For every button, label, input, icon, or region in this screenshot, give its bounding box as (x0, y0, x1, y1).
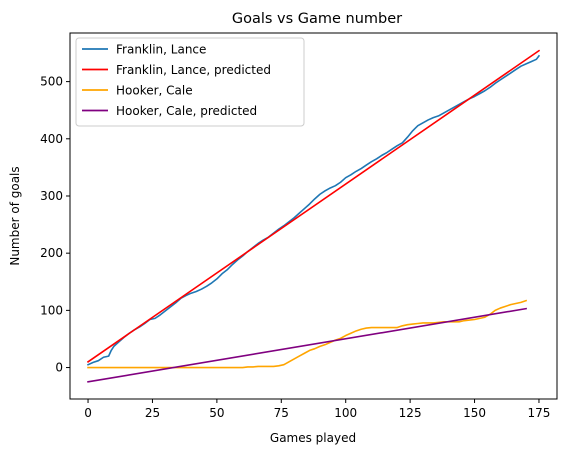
y-axis: 0 100 200 300 400 500 (40, 75, 70, 375)
series-line-3 (87, 307, 528, 383)
plot-area (69, 32, 558, 400)
y-tick-label: 400 (40, 132, 63, 146)
y-tick-label: 300 (40, 189, 63, 203)
series-line-1 (86, 49, 541, 363)
x-axis: 0 25 50 75 100 125 150 175 (84, 399, 550, 420)
legend: Franklin, Lance Franklin, Lance, predicte… (75, 37, 305, 127)
legend-label-2: Hooker, Cale (116, 84, 193, 98)
legend-label-0: Franklin, Lance (116, 43, 206, 57)
x-tick-label: 125 (399, 406, 422, 420)
x-tick-label: 100 (334, 406, 357, 420)
legend-box (75, 37, 305, 127)
x-tick-label: 0 (84, 406, 92, 420)
y-tick-label: 200 (40, 246, 63, 260)
y-tick-label: 100 (40, 303, 63, 317)
x-axis-label: Games played (270, 431, 356, 445)
y-axis-label: Number of goals (8, 166, 22, 265)
legend-label-3: Hooker, Cale, predicted (116, 104, 257, 118)
y-tick-label: 0 (55, 361, 63, 375)
plot-frame (69, 32, 558, 400)
x-tick-label: 25 (145, 406, 160, 420)
y-tick-label: 500 (40, 75, 63, 89)
x-tick-label: 175 (528, 406, 551, 420)
series-line-2 (87, 299, 528, 369)
series-layer (86, 49, 541, 383)
legend-label-1: Franklin, Lance, predicted (116, 63, 271, 77)
x-tick-label: 75 (274, 406, 289, 420)
x-tick-label: 50 (209, 406, 224, 420)
x-tick-label: 150 (463, 406, 486, 420)
chart-title: Goals vs Game number (232, 11, 402, 27)
